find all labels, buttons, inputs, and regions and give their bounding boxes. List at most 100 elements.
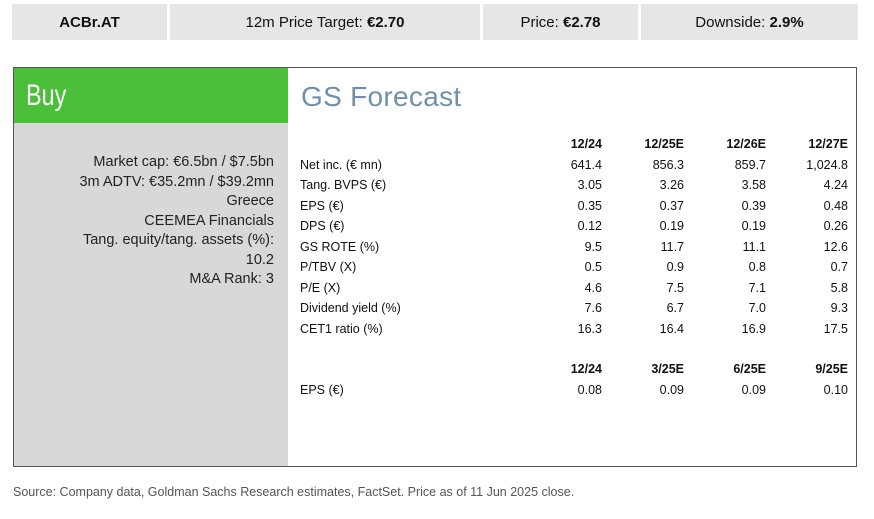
- cell-value: 4.6: [584, 280, 602, 295]
- header-spacer: [300, 134, 522, 155]
- cell-value: 0.48: [823, 198, 848, 213]
- table-row: CET1 ratio (%) 16.3 16.4 16.9 17.5: [300, 319, 848, 340]
- table-row: DPS (€) 0.12 0.19 0.19 0.26: [300, 216, 848, 237]
- row-label: Tang. BVPS (€): [300, 178, 387, 193]
- cell-value: 0.26: [823, 219, 848, 234]
- forecast-panel: GS Forecast 12/24 12/25E 12/26E 12/27E Net …: [288, 68, 856, 466]
- cell-value: 5.8: [830, 280, 848, 295]
- row-label: DPS (€): [300, 219, 345, 234]
- cell-value: 0.09: [659, 382, 684, 397]
- cell-value: 0.9: [666, 260, 684, 275]
- column-header: 3/25E: [651, 362, 684, 377]
- research-summary-box: Buy Market cap: €6.5bn / $7.5bn 3m ADTV: …: [13, 67, 857, 467]
- cell-value: 9.3: [830, 301, 848, 316]
- cell-value: 0.35: [577, 198, 602, 213]
- cell-value: 6.7: [666, 301, 684, 316]
- column-header: 12/27E: [808, 137, 848, 152]
- info-line: M&A Rank: 3: [189, 271, 274, 287]
- rating-label: Buy: [26, 78, 67, 112]
- table-row: GS ROTE (%) 9.5 11.7 11.1 12.6: [300, 237, 848, 258]
- price: Price: €2.78: [483, 4, 638, 40]
- price-value: €2.78: [562, 13, 601, 31]
- price-target-label: 12m Price Target:: [245, 13, 363, 31]
- cell-value: 0.7: [830, 260, 848, 275]
- annual-forecast-table: 12/24 12/25E 12/26E 12/27E Net inc. (€ mn) 6…: [300, 134, 848, 339]
- cell-value: 0.09: [741, 382, 766, 397]
- column-header: 9/25E: [815, 362, 848, 377]
- price-target: 12m Price Target: €2.70: [170, 4, 480, 40]
- table-row: Tang. BVPS (€) 3.05 3.26 3.58 4.24: [300, 175, 848, 196]
- cell-value: 7.6: [584, 301, 602, 316]
- column-header: 12/24: [570, 137, 602, 152]
- cell-value: 0.19: [659, 219, 684, 234]
- cell-value: 7.1: [748, 280, 766, 295]
- cell-value: 3.58: [741, 178, 766, 193]
- row-label: EPS (€): [300, 198, 344, 213]
- header-bar: ACBr.AT 12m Price Target: €2.70 Price: €…: [12, 4, 858, 40]
- cell-value: 11.7: [660, 239, 684, 254]
- company-info: Market cap: €6.5bn / $7.5bn 3m ADTV: €35.…: [79, 153, 274, 290]
- cell-value: 641.4: [570, 157, 602, 172]
- table-header-row: 12/24 12/25E 12/26E 12/27E: [300, 134, 848, 155]
- table-row: Dividend yield (%) 7.6 6.7 7.0 9.3: [300, 298, 848, 319]
- cell-value: 7.0: [748, 301, 766, 316]
- cell-value: 856.3: [652, 157, 684, 172]
- column-header: 12/26E: [726, 137, 766, 152]
- forecast-title: GS Forecast: [301, 81, 462, 112]
- cell-value: 1,024.8: [806, 157, 848, 172]
- table-header-row: 12/24 3/25E 6/25E 9/25E: [300, 359, 848, 380]
- source-note: Source: Company data, Goldman Sachs Rese…: [13, 485, 575, 499]
- table-row: EPS (€) 0.08 0.09 0.09 0.10: [300, 380, 848, 401]
- price-label: Price:: [520, 13, 559, 31]
- table-row: EPS (€) 0.35 0.37 0.39 0.48: [300, 196, 848, 217]
- quarterly-forecast-table: 12/24 3/25E 6/25E 9/25E EPS (€) 0.08 0.09 0.09…: [300, 359, 848, 400]
- cell-value: 0.37: [659, 198, 684, 213]
- row-label: Net inc. (€ mn): [300, 157, 382, 172]
- cell-value: 16.3: [577, 321, 602, 336]
- table-row: P/E (X) 4.6 7.5 7.1 5.8: [300, 278, 848, 299]
- downside: Downside: 2.9%: [641, 4, 858, 40]
- cell-value: 859.7: [734, 157, 766, 172]
- ticker: ACBr.AT: [12, 4, 167, 40]
- cell-value: 3.05: [577, 178, 602, 193]
- row-label: P/TBV (X): [300, 260, 357, 275]
- cell-value: 0.08: [577, 382, 602, 397]
- cell-value: 4.24: [823, 178, 848, 193]
- row-label: P/E (X): [300, 280, 341, 295]
- table-row: P/TBV (X) 0.5 0.9 0.8 0.7: [300, 257, 848, 278]
- column-header: 12/24: [570, 362, 602, 377]
- info-line: CEEMEA Financials: [144, 212, 274, 229]
- cell-value: 7.5: [666, 280, 684, 295]
- column-header: 6/25E: [733, 362, 766, 377]
- row-label: EPS (€): [300, 382, 344, 397]
- column-header: 12/25E: [644, 137, 684, 152]
- cell-value: 16.9: [741, 321, 766, 336]
- downside-value: 2.9%: [769, 13, 804, 31]
- table-row: Net inc. (€ mn) 641.4 856.3 859.7 1,024.8: [300, 155, 848, 176]
- cell-value: 12.6: [823, 239, 848, 254]
- cell-value: 0.19: [741, 219, 766, 234]
- cell-value: 17.5: [823, 321, 848, 336]
- cell-value: 11.1: [742, 239, 766, 254]
- cell-value: 0.12: [577, 219, 602, 234]
- cell-value: 0.8: [748, 260, 766, 275]
- info-line: 10.2: [245, 251, 274, 268]
- header-spacer: [300, 359, 522, 380]
- price-target-value: €2.70: [366, 13, 405, 31]
- cell-value: 0.10: [823, 382, 848, 397]
- info-line: 3m ADTV: €35.2mn / $39.2mn: [79, 173, 274, 190]
- company-info-panel: Buy Market cap: €6.5bn / $7.5bn 3m ADTV: …: [14, 68, 288, 466]
- info-line: Market cap: €6.5bn / $7.5bn: [93, 154, 274, 170]
- row-label: CET1 ratio (%): [300, 321, 383, 336]
- cell-value: 0.39: [741, 198, 766, 213]
- rating-badge: Buy: [14, 68, 288, 123]
- cell-value: 3.26: [659, 178, 684, 193]
- downside-label: Downside:: [695, 13, 766, 31]
- info-line: Greece: [226, 193, 274, 209]
- cell-value: 16.4: [659, 321, 684, 336]
- row-label: GS ROTE (%): [300, 239, 380, 254]
- info-line: Tang. equity/tang. assets (%):: [82, 232, 274, 248]
- cell-value: 9.5: [584, 239, 602, 254]
- cell-value: 0.5: [584, 260, 602, 275]
- row-label: Dividend yield (%): [300, 301, 401, 316]
